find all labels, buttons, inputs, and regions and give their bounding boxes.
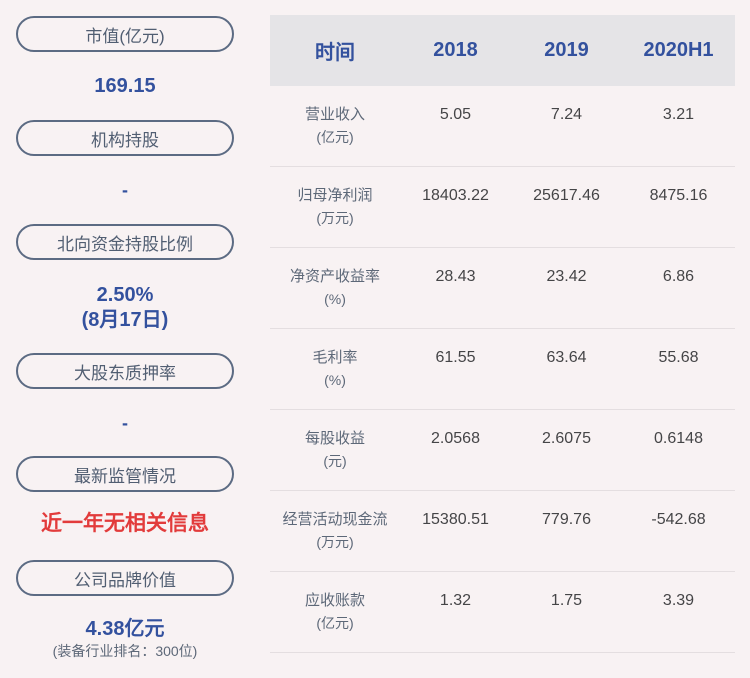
metric-value: 8475.16: [649, 187, 708, 204]
northbound-ratio-value: 2.50% (8月17日): [16, 283, 234, 333]
metric-value: 28.43: [435, 268, 476, 285]
metric-name: 毛利率: [312, 349, 358, 366]
metric-label: 营业收入 (亿元): [270, 103, 400, 149]
metric-value: 0.6148: [654, 430, 703, 447]
metric-pill-regulatory-status[interactable]: 最新监管情况: [16, 456, 234, 492]
metric-pill-regulatory-status-label: 最新监管情况: [74, 466, 176, 486]
metric-value: 3.21: [662, 106, 695, 123]
regulatory-status-value: 近一年无相关信息: [41, 512, 209, 535]
table-row: 毛利率 (%) 61.55 63.64 55.68: [270, 329, 735, 410]
metric-value: 6.86: [662, 268, 695, 285]
table-header-row: 时间 2018 2019 2020H1: [270, 15, 735, 86]
metric-value: 63.64: [546, 349, 587, 366]
col-header-2020h1: 2020H1: [643, 39, 714, 61]
metric-label: 净资产收益率 (%): [270, 265, 400, 311]
metric-unit: (万元): [316, 210, 354, 226]
metric-unit: (元): [323, 453, 347, 469]
market-cap-value: 169.15: [94, 75, 156, 97]
metric-pill-major-shareholder-pledge[interactable]: 大股东质押率: [16, 353, 234, 389]
metric-name: 每股收益: [304, 430, 365, 447]
financial-table: 时间 2018 2019 2020H1 营业收入 (亿元) 5.05 7.24 …: [270, 15, 735, 653]
metric-pill-institutional-holdings[interactable]: 机构持股: [16, 120, 234, 156]
metric-label: 毛利率 (%): [270, 346, 400, 392]
pledge-ratio-value: -: [122, 413, 128, 433]
brand-value-rank: (装备行业排名：300位): [52, 643, 198, 659]
metric-label: 归母净利润 (万元): [270, 184, 400, 230]
metric-pill-institutional-holdings-label: 机构持股: [91, 130, 159, 150]
metric-pill-brand-value-label: 公司品牌价值: [74, 570, 176, 590]
metric-value: 15380.51: [422, 511, 489, 528]
col-header-2018: 2018: [433, 39, 478, 61]
metric-name: 应收账款: [304, 592, 365, 609]
metric-pill-major-shareholder-pledge-label: 大股东质押率: [74, 363, 176, 383]
metric-pill-brand-value[interactable]: 公司品牌价值: [16, 560, 234, 596]
metric-pill-market-cap[interactable]: 市值(亿元): [16, 16, 234, 52]
metric-name: 净资产收益率: [289, 268, 380, 285]
metric-value: 3.39: [662, 592, 695, 609]
metric-value: 61.55: [435, 349, 476, 366]
metric-value: -542.68: [651, 511, 706, 528]
metric-unit: (亿元): [316, 615, 354, 631]
metric-name: 营业收入: [304, 106, 365, 123]
metric-unit: (%): [324, 372, 346, 388]
metric-value: 779.76: [542, 511, 591, 528]
stats-sidebar: 市值(亿元) 169.15 机构持股 - 北向资金持股比例 2.50% (8月1…: [16, 16, 234, 660]
metric-pill-northbound-ratio-label: 北向资金持股比例: [57, 234, 193, 254]
northbound-ratio-date: (8月17日): [81, 309, 169, 331]
metric-value: 1.75: [550, 592, 583, 609]
metric-label: 每股收益 (元): [270, 427, 400, 473]
metric-unit: (亿元): [316, 129, 354, 145]
metric-value: 2.6075: [542, 430, 591, 447]
table-row: 净资产收益率 (%) 28.43 23.42 6.86: [270, 248, 735, 329]
table-row: 归母净利润 (万元) 18403.22 25617.46 8475.16: [270, 167, 735, 248]
metric-value: 2.0568: [431, 430, 480, 447]
metric-value: 7.24: [550, 106, 583, 123]
metric-label: 经营活动现金流 (万元): [270, 508, 400, 554]
metric-value: 55.68: [658, 349, 699, 366]
col-header-time: 时间: [315, 42, 355, 64]
brand-value-amount: 4.38亿元: [85, 618, 165, 640]
metric-value: 23.42: [546, 268, 587, 285]
metric-pill-northbound-ratio[interactable]: 北向资金持股比例: [16, 224, 234, 260]
metric-name: 经营活动现金流: [282, 511, 388, 528]
table-row: 营业收入 (亿元) 5.05 7.24 3.21: [270, 86, 735, 167]
metric-unit: (万元): [316, 534, 354, 550]
col-header-2019: 2019: [544, 39, 589, 61]
metric-label: 应收账款 (亿元): [270, 589, 400, 635]
institutional-holdings-value: -: [122, 180, 128, 200]
table-row: 应收账款 (亿元) 1.32 1.75 3.39: [270, 572, 735, 653]
table-row: 经营活动现金流 (万元) 15380.51 779.76 -542.68: [270, 491, 735, 572]
metric-value: 5.05: [439, 106, 472, 123]
metric-name: 归母净利润: [297, 187, 373, 204]
metric-unit: (%): [324, 291, 346, 307]
metric-value: 1.32: [439, 592, 472, 609]
northbound-ratio-percent: 2.50%: [96, 284, 154, 306]
table-row: 每股收益 (元) 2.0568 2.6075 0.6148: [270, 410, 735, 491]
metric-value: 25617.46: [533, 187, 600, 204]
metric-value: 18403.22: [422, 187, 489, 204]
metric-pill-market-cap-label: 市值(亿元): [85, 26, 165, 46]
